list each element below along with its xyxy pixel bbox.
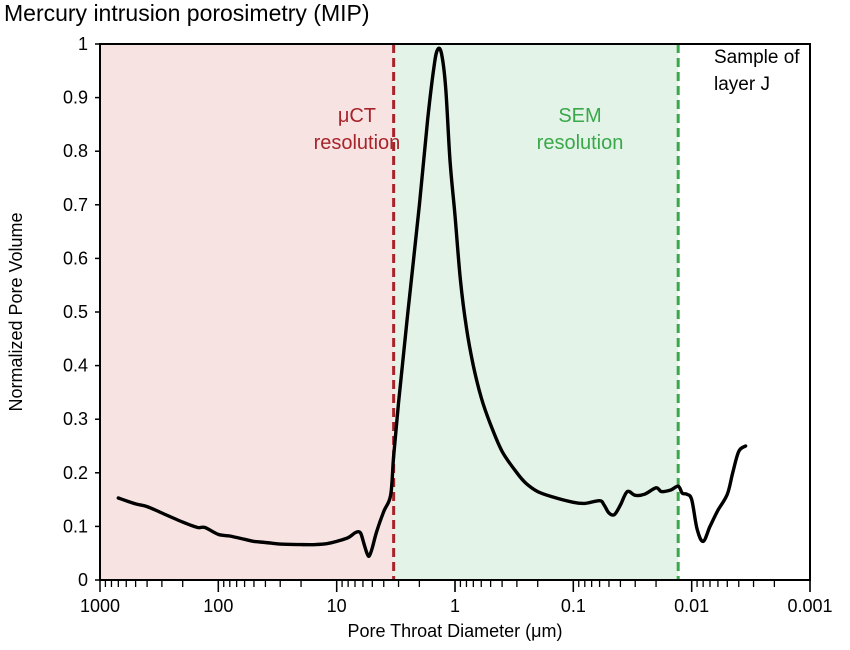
- y-axis-label: Normalized Pore Volume: [6, 212, 26, 411]
- y-tick-label: 1: [78, 34, 88, 54]
- series-layer: [116, 46, 748, 559]
- sample-annotation: Sample of layer J: [714, 47, 800, 95]
- region-label-1: SEM resolution: [537, 105, 624, 154]
- y-tick-label: 0.2: [63, 463, 88, 483]
- series-line-0: [116, 46, 748, 559]
- x-axis: 1000 100 10 1 0.1 0.01 0.001: [80, 580, 833, 616]
- region-label-0: μCT resolution: [314, 105, 401, 154]
- chart-title: Mercury intrusion porosimetry (MIP): [4, 0, 370, 26]
- region-0: [100, 44, 394, 580]
- x-tick-label: 100: [203, 596, 233, 616]
- y-tick-label: 0.6: [63, 248, 88, 268]
- y-tick-label: 0.9: [63, 88, 88, 108]
- y-tick-label: 0.4: [63, 356, 88, 376]
- y-tick-label: 0.7: [63, 195, 88, 215]
- y-tick-label: 0.1: [63, 516, 88, 536]
- region-label-layer: μCT resolution SEM resolution: [314, 105, 624, 154]
- x-axis-label: Pore Throat Diameter (μm): [347, 621, 562, 641]
- x-tick-label: 1: [450, 596, 460, 616]
- x-tick-label: 0.01: [674, 596, 709, 616]
- y-tick-label: 0.5: [63, 302, 88, 322]
- x-tick-label: 0.1: [561, 596, 586, 616]
- y-axis: 0 0.1 0.2 0.3 0.4 0.5 0.6 0.7 0.8 0.9 1: [63, 34, 100, 590]
- x-tick-label: 10: [327, 596, 347, 616]
- x-tick-label: 0.001: [787, 596, 832, 616]
- region-boundary-layer: [392, 44, 680, 580]
- y-tick-label: 0.8: [63, 141, 88, 161]
- x-tick-label: 1000: [80, 596, 120, 616]
- y-tick-label: 0.3: [63, 409, 88, 429]
- region-1: [393, 44, 679, 580]
- y-tick-label: 0: [78, 570, 88, 590]
